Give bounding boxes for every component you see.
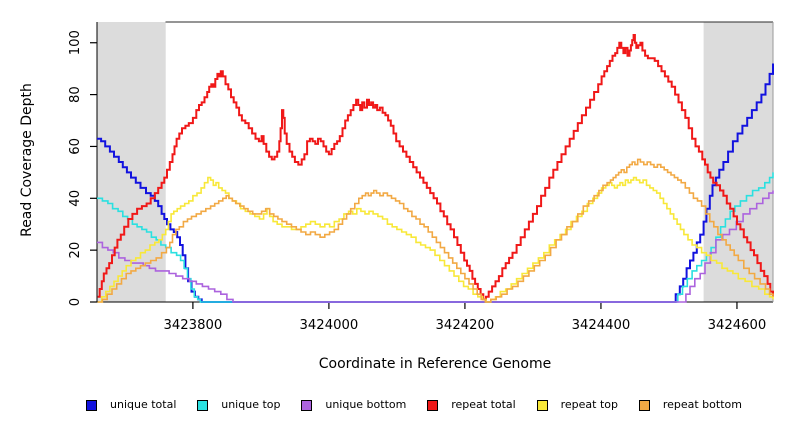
- y-tick-label: 20: [68, 242, 83, 259]
- legend-swatch-repeat-top: [536, 399, 548, 411]
- legend-label: unique bottom: [325, 398, 407, 411]
- series-line-repeat-total: [97, 34, 774, 301]
- legend-item-unique-top: unique top: [197, 397, 280, 413]
- y-tick-label: 0: [68, 298, 83, 306]
- legend-item-repeat-total: repeat total: [427, 397, 516, 413]
- x-tick-label: 3423800: [164, 318, 223, 333]
- legend-swatch-unique-total: [86, 399, 97, 411]
- legend-label: repeat bottom: [662, 398, 742, 411]
- legend-swatch-unique-bottom: [301, 399, 313, 411]
- series-line-unique-bottom: [97, 190, 774, 303]
- y-axis-title: Read Coverage Depth: [19, 83, 35, 237]
- shaded-flank-region: [97, 22, 166, 302]
- legend-item-unique-bottom: unique bottom: [301, 397, 406, 413]
- y-tick-label: 40: [68, 190, 83, 207]
- x-axis-title: Coordinate in Reference Genome: [318, 356, 552, 372]
- series-line-repeat-top: [97, 176, 774, 303]
- x-tick-label: 3424000: [300, 318, 359, 333]
- x-tick-label: 3424200: [436, 318, 495, 333]
- series-line-repeat-bottom: [97, 158, 774, 303]
- y-tick-label: 80: [68, 86, 83, 103]
- legend-item-repeat-bottom: repeat bottom: [638, 397, 742, 413]
- legend-swatch-unique-top: [197, 399, 209, 411]
- legend-swatch-repeat-total: [427, 399, 439, 411]
- legend: unique total unique top unique bottom repea…: [86, 397, 742, 413]
- y-tick-label: 60: [68, 138, 83, 155]
- x-tick-label: 3424400: [572, 318, 631, 333]
- legend-swatch-repeat-bottom: [638, 399, 650, 411]
- legend-item-repeat-top: repeat top: [536, 397, 618, 413]
- legend-label: repeat total: [451, 398, 516, 411]
- legend-label: unique top: [221, 398, 281, 411]
- y-tick-label: 100: [68, 30, 83, 55]
- series-line-unique-total: [97, 63, 774, 303]
- legend-label: repeat top: [560, 398, 618, 411]
- x-tick-label: 3424600: [708, 318, 767, 333]
- legend-label: unique total: [110, 398, 177, 411]
- legend-item-unique-total: unique total: [86, 397, 176, 413]
- series-line-unique-top: [97, 172, 774, 303]
